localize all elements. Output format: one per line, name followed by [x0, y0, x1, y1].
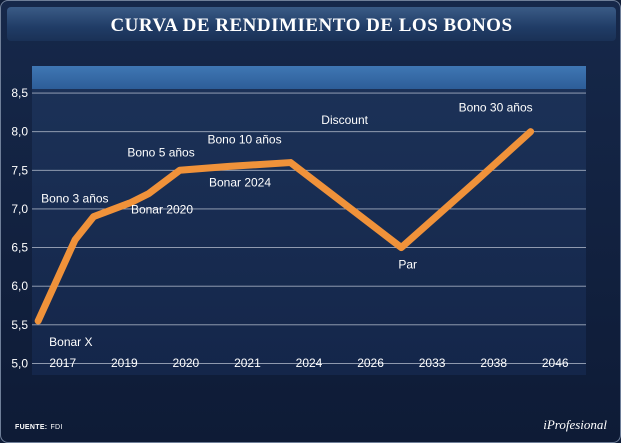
source-label: FUENTE: [15, 424, 48, 431]
y-tick-label: 5,0 [11, 356, 28, 370]
x-tick-label: 2021 [234, 356, 261, 370]
point-label: Bono 5 años [127, 145, 194, 159]
point-label: Bonar 2020 [131, 202, 193, 216]
x-tick-label: 2038 [480, 356, 507, 370]
y-tick-label: 7,5 [11, 163, 28, 177]
title-bar: CURVA DE RENDIMIENTO DE LOS BONOS [7, 7, 616, 41]
y-axis-labels: 8,5 8,0 7,5 7,0 6,5 6,0 5,5 5,0 [11, 86, 28, 370]
y-tick-label: 8,5 [11, 86, 28, 100]
publisher-logo: iProfesional [543, 417, 607, 432]
point-label: Bono 3 años [41, 192, 108, 206]
x-tick-label: 2017 [49, 356, 76, 370]
yield-curve-series [34, 128, 535, 325]
series-line [34, 128, 535, 325]
x-axis-labels: 2017 2019 2020 2021 2024 2026 2033 2038 2046 [49, 356, 568, 370]
y-tick-label: 6,5 [11, 241, 28, 255]
chart-title: CURVA DE RENDIMIENTO DE LOS BONOS [110, 15, 513, 36]
x-tick-label: 2020 [173, 356, 200, 370]
y-tick-label: 5,5 [11, 318, 28, 332]
point-label: Par [398, 258, 417, 272]
annotation-label: Discount [321, 113, 368, 127]
point-label: Bono 10 años [208, 133, 282, 147]
y-tick-label: 7,0 [11, 202, 28, 216]
x-tick-label: 2026 [357, 356, 384, 370]
plot-area [32, 66, 586, 375]
point-labels: Bonar X Bono 3 años Bonar 2020 Bono 5 años B… [41, 101, 532, 349]
x-tick-label: 2019 [111, 356, 138, 370]
x-tick-label: 2024 [296, 356, 323, 370]
y-tick-label: 6,0 [11, 279, 28, 293]
point-label: Bonar X [49, 335, 92, 349]
point-label: Bono 30 años [459, 101, 533, 115]
x-tick-label: 2046 [542, 356, 569, 370]
gridlines [32, 92, 586, 364]
plot-top-band [32, 66, 586, 89]
y-tick-label: 8,0 [11, 125, 28, 139]
x-tick-label: 2033 [419, 356, 446, 370]
source-value: FDI [50, 424, 63, 431]
point-label: Bonar 2024 [209, 175, 271, 189]
source-note: FUENTE: FDI [15, 424, 63, 431]
